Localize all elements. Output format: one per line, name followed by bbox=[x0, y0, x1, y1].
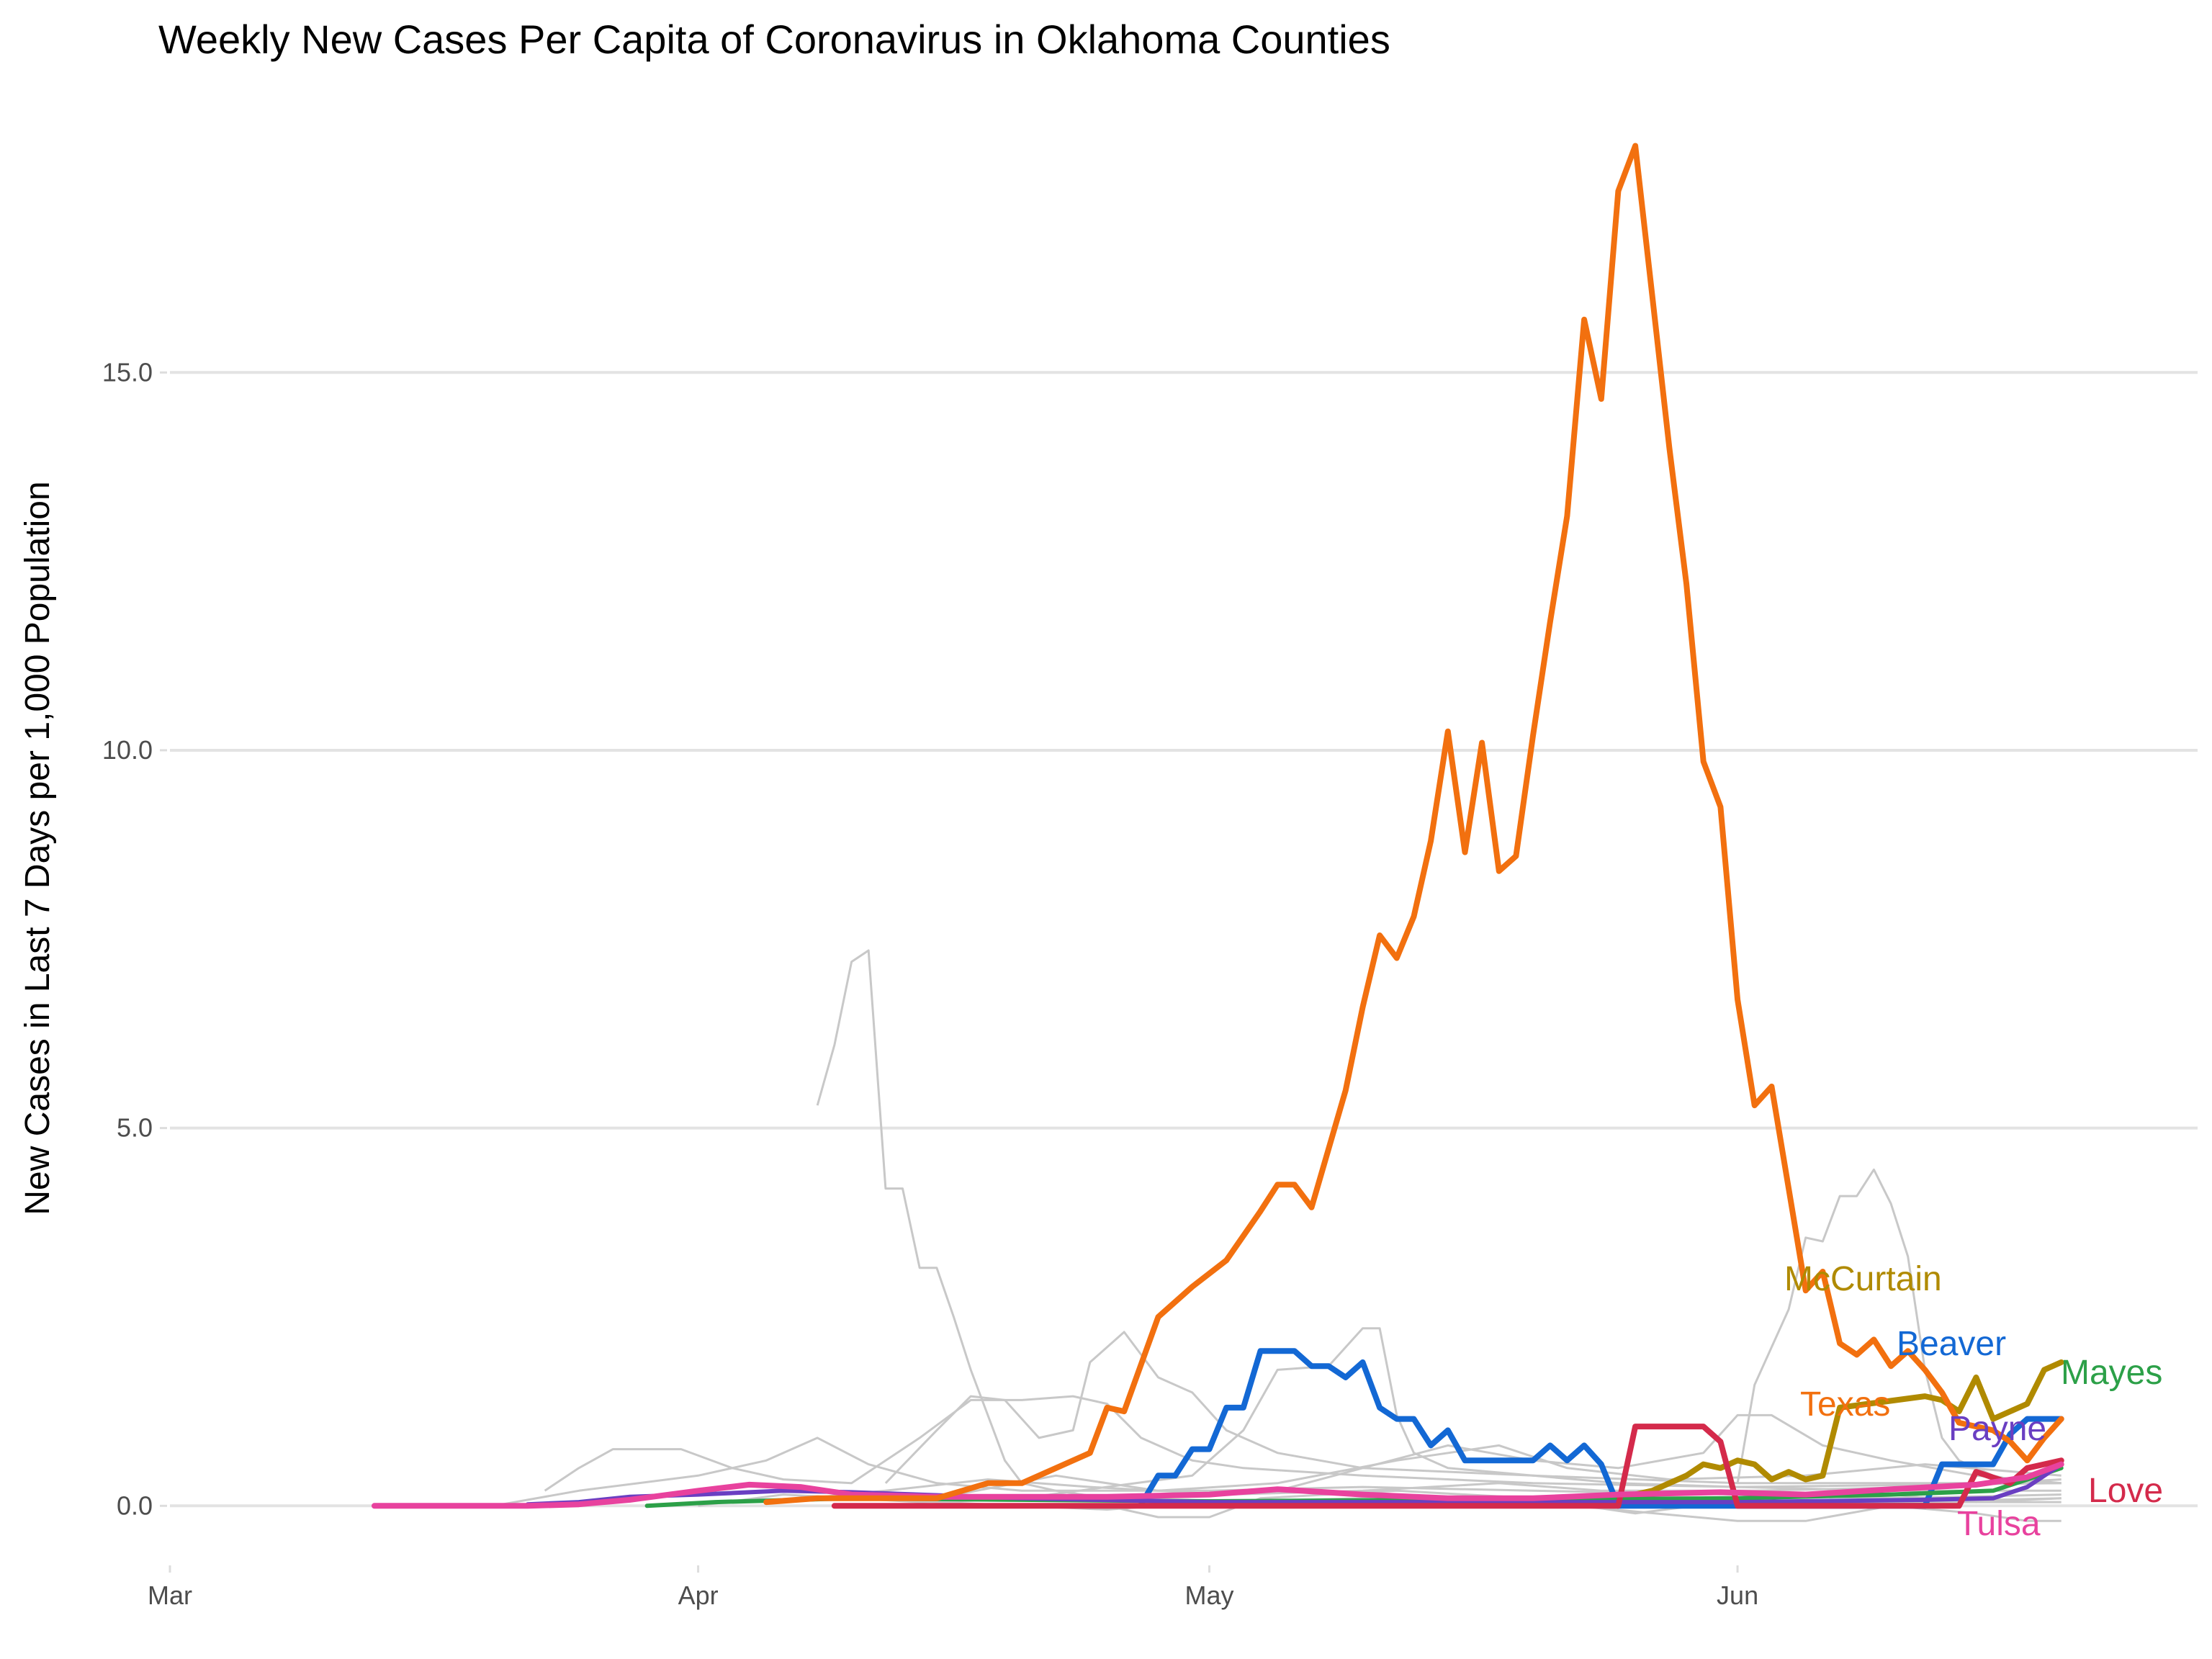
series-line-tulsa bbox=[372, 1461, 2064, 1509]
background-series-line bbox=[1022, 1327, 2062, 1500]
x-tick-label: Apr bbox=[678, 1581, 719, 1610]
y-tick-label: 15.0 bbox=[102, 357, 153, 387]
series-label-mayes: Mayes bbox=[2061, 1354, 2162, 1392]
y-axis: 0.0 5.0 10.0 15.0 bbox=[102, 357, 167, 1520]
background-series bbox=[493, 949, 2062, 1522]
series-labels: Texas McCurtain Beaver Mayes Payne Love Tulsa bbox=[1784, 1260, 2163, 1543]
y-axis-label: New Cases in Last 7 Days per 1,000 Popul… bbox=[19, 481, 57, 1215]
chart-title: Weekly New Cases Per Capita of Coronavir… bbox=[158, 17, 1390, 62]
series-line-mccurtain bbox=[1615, 1359, 2064, 1501]
series-line-texas bbox=[763, 143, 2064, 1506]
background-series-line bbox=[1277, 1413, 2062, 1492]
y-tick-label: 0.0 bbox=[117, 1491, 153, 1520]
series-label-love: Love bbox=[2088, 1472, 2163, 1510]
series-label-beaver: Beaver bbox=[1897, 1325, 2006, 1363]
background-series-line bbox=[884, 1331, 2062, 1485]
series-label-texas: Texas bbox=[1800, 1385, 1890, 1424]
grid bbox=[170, 371, 2198, 1508]
series-label-mccurtain: McCurtain bbox=[1784, 1260, 1942, 1298]
x-tick-label: Mar bbox=[148, 1581, 192, 1610]
highlighted-series bbox=[372, 143, 2064, 1509]
background-series-line bbox=[936, 1444, 2062, 1500]
background-series-line bbox=[766, 1478, 2062, 1503]
x-axis: Mar Apr May Jun bbox=[148, 1565, 1758, 1610]
y-tick-label: 5.0 bbox=[117, 1113, 153, 1143]
series-label-payne: Payne bbox=[1948, 1410, 2046, 1448]
x-tick-label: Jun bbox=[1717, 1581, 1758, 1610]
background-series-line bbox=[544, 1395, 2062, 1492]
y-tick-label: 10.0 bbox=[102, 735, 153, 765]
x-tick-label: May bbox=[1184, 1581, 1233, 1610]
series-label-tulsa: Tulsa bbox=[1957, 1505, 2041, 1543]
